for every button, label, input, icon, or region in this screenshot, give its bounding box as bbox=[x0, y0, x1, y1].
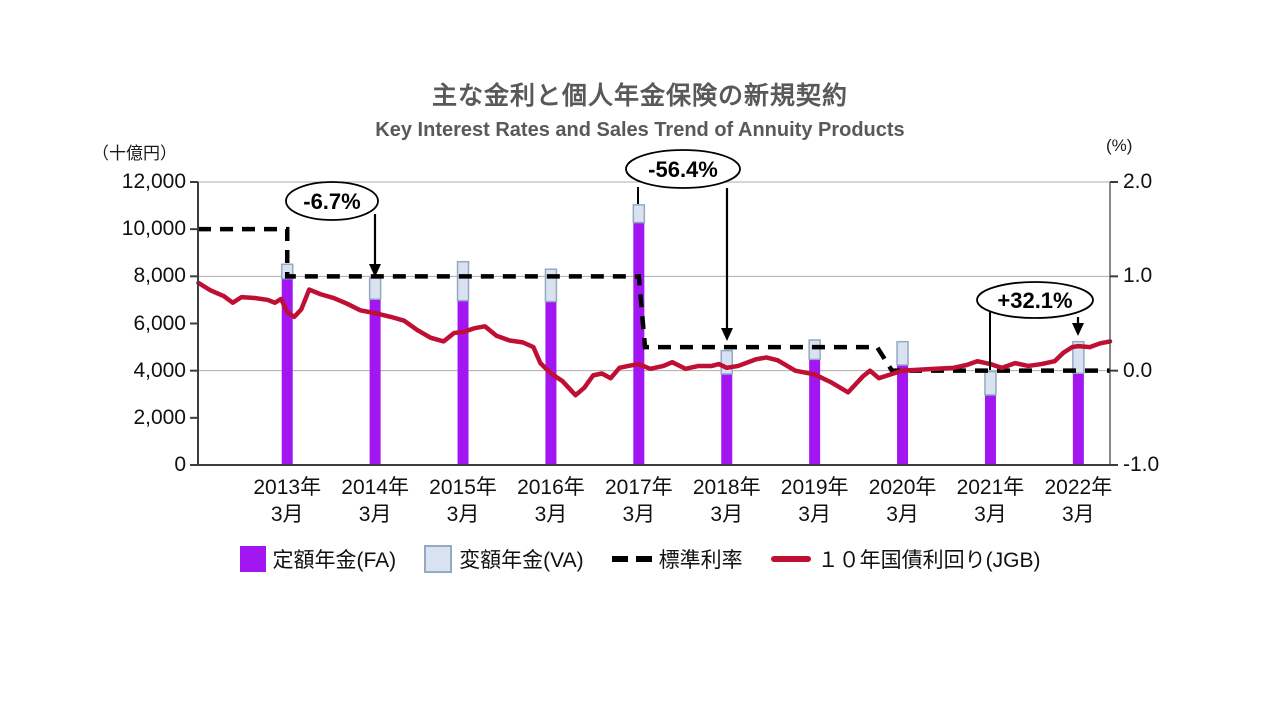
fa-bar bbox=[1072, 373, 1084, 465]
x-axis-label: 2019年 3月 bbox=[767, 474, 863, 528]
annotation-arrowhead bbox=[369, 264, 381, 277]
legend-label: 標準利率 bbox=[658, 549, 743, 572]
x-axis-label-year: 2022年 bbox=[1044, 476, 1113, 499]
annotation-arrowhead bbox=[721, 328, 733, 341]
fa-bar bbox=[721, 373, 733, 465]
left-axis-label: 10,000 bbox=[121, 217, 186, 241]
va-bar bbox=[896, 340, 909, 366]
left-axis-label: 0 bbox=[174, 453, 186, 476]
right-axis-label: -1.0 bbox=[1123, 453, 1160, 476]
chart-title-english: Key Interest Rates and Sales Trend of An… bbox=[375, 119, 905, 141]
right-axis-unit-label: (%) bbox=[1106, 136, 1133, 155]
x-axis-label: 2021年 3月 bbox=[942, 474, 1038, 528]
title-block: 主な金利と個人年金保険の新規契約 Key Interest Rates and … bbox=[0, 76, 1280, 142]
left-axis-unit-label: （十億円） bbox=[92, 144, 177, 163]
va-bar bbox=[368, 277, 382, 300]
fa-swatch-icon bbox=[239, 546, 266, 572]
x-axis-label-year: 2021年 bbox=[956, 476, 1025, 499]
x-axis-label-year: 2019年 bbox=[780, 476, 849, 499]
x-axis-label: 2016年 3月 bbox=[503, 474, 599, 528]
x-axis-label: 2022年 3月 bbox=[1030, 474, 1126, 528]
x-axis-label-month: 3月 bbox=[534, 503, 568, 526]
x-axis-label: 2015年 3月 bbox=[415, 474, 511, 528]
x-axis-label: 2014年 3月 bbox=[327, 474, 423, 528]
standard-rate-line bbox=[198, 226, 1110, 373]
annotation-label: +32.1% bbox=[997, 288, 1072, 313]
x-axis-label-year: 2018年 bbox=[692, 476, 761, 499]
dashed-line-swatch-icon bbox=[611, 556, 652, 562]
va-bar bbox=[544, 268, 558, 303]
x-axis-label-year: 2017年 bbox=[604, 476, 673, 499]
annotation-arrowhead bbox=[1072, 323, 1084, 336]
chart-title-japanese: 主な金利と個人年金保険の新規契約 bbox=[431, 82, 848, 110]
left-axis-label: 2,000 bbox=[133, 405, 186, 429]
va-swatch-icon bbox=[424, 545, 453, 573]
va-bar bbox=[984, 370, 997, 396]
fa-bar bbox=[281, 278, 293, 465]
right-axis-label: 2.0 bbox=[1123, 170, 1153, 193]
fa-bar bbox=[369, 299, 381, 465]
x-axis-label-year: 2020年 bbox=[868, 476, 937, 499]
fa-bar bbox=[897, 365, 909, 465]
legend-label: 定額年金(FA) bbox=[272, 549, 397, 572]
fa-bar bbox=[457, 300, 469, 465]
chart-legend: 定額年金(FA) 変額年金(VA) 標準利率 １０年国債利回り(JGB) bbox=[0, 544, 1280, 574]
annotation-label: -56.4% bbox=[648, 157, 718, 182]
fa-bar bbox=[984, 394, 996, 465]
left-axis-label: 8,000 bbox=[133, 264, 186, 288]
x-axis-label-year: 2014年 bbox=[341, 476, 409, 499]
va-bar bbox=[632, 204, 646, 224]
legend-item: 標準利率 bbox=[611, 544, 743, 574]
x-axis-label-month: 3月 bbox=[358, 503, 392, 526]
annotation-oval bbox=[285, 181, 379, 221]
x-axis-label: 2020年 3月 bbox=[855, 474, 951, 528]
x-axis-label: 2018年 3月 bbox=[679, 474, 775, 528]
legend-item: １０年国債利回り(JGB) bbox=[770, 544, 1041, 574]
left-axis-label: 12,000 bbox=[121, 170, 186, 193]
x-axis-label-month: 3月 bbox=[710, 503, 744, 526]
x-axis-label: 2013年 3月 bbox=[239, 474, 335, 528]
legend-item: 変額年金(VA) bbox=[424, 544, 584, 574]
x-axis-label-month: 3月 bbox=[622, 503, 656, 526]
legend-item: 定額年金(FA) bbox=[239, 544, 397, 574]
annotation-oval bbox=[625, 149, 741, 189]
x-axis-label-month: 3月 bbox=[270, 503, 304, 526]
legend-label: 変額年金(VA) bbox=[459, 549, 584, 572]
x-axis-label-month: 3月 bbox=[1062, 503, 1095, 526]
va-bar bbox=[280, 263, 294, 280]
annotation-label: -6.7% bbox=[303, 189, 360, 214]
left-axis-label: 6,000 bbox=[133, 311, 186, 335]
va-bar bbox=[720, 349, 733, 375]
x-axis-label: 2017年 3月 bbox=[591, 474, 687, 528]
red-line-swatch-icon bbox=[770, 556, 811, 562]
x-axis-label-year: 2015年 bbox=[429, 476, 497, 499]
fa-bar bbox=[809, 359, 821, 465]
x-axis-label-month: 3月 bbox=[974, 503, 1007, 526]
right-axis-label: 0.0 bbox=[1123, 358, 1153, 382]
jgb-yield-line bbox=[196, 280, 1113, 398]
x-axis-label-month: 3月 bbox=[446, 503, 480, 526]
va-bar bbox=[1072, 340, 1085, 375]
x-axis-label-year: 2016年 bbox=[517, 476, 585, 499]
x-axis-label-month: 3月 bbox=[886, 503, 919, 526]
right-axis-label: 1.0 bbox=[1123, 264, 1153, 288]
legend-label: １０年国債利回り(JGB) bbox=[817, 549, 1041, 572]
x-axis-label-month: 3月 bbox=[798, 503, 831, 526]
va-bar bbox=[808, 339, 821, 361]
va-bar bbox=[456, 260, 470, 302]
fa-bar bbox=[633, 222, 645, 465]
left-axis-label: 4,000 bbox=[133, 358, 186, 382]
annotation-oval bbox=[976, 281, 1094, 319]
x-axis-label-year: 2013年 bbox=[253, 476, 322, 499]
fa-bar bbox=[545, 301, 557, 465]
